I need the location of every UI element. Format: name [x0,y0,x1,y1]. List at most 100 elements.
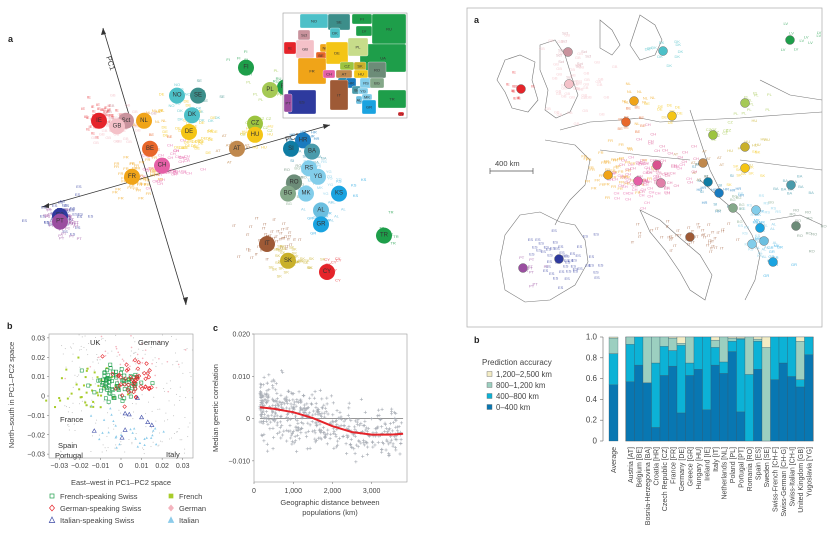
background-point [190,376,192,378]
individual-label: FR [139,160,144,165]
data-point [263,397,267,402]
individual-label: FR [150,170,155,175]
legend-swatch-icon [486,393,493,399]
background-point [79,366,81,368]
inset-region-ch: CH [322,69,336,79]
individual-label: DE [191,143,197,148]
individual-label: ES [546,264,552,269]
data-point [339,417,344,421]
population-center-label: CZ [251,121,259,127]
background-point [145,413,147,415]
data-point [352,447,356,451]
point-french [85,369,88,372]
population-center-dot [747,239,757,249]
data-point [389,438,393,442]
individual-label: CH [624,180,630,185]
point-german [184,349,187,351]
background-point [179,399,181,401]
individual-label: CH [646,170,652,175]
data-point [380,425,384,429]
individual-label: CH [691,143,697,148]
individual-label: CH [156,172,162,177]
individual-label: AT [691,160,696,165]
category-label: Swiss-German [CH-G] [781,447,788,517]
data-point [262,432,266,437]
population-center: FI [238,59,254,76]
data-point [342,419,346,423]
data-point [335,409,339,413]
individual-label: KS [744,224,750,229]
data-point [291,429,295,433]
individual-label: ES [77,214,83,219]
individual-label: GB [576,81,582,86]
individual-label: SK [284,270,290,275]
individual-label: PT [45,214,51,219]
data-point [296,421,300,426]
individual-label: ES [44,219,50,224]
point-german-speaking-swiss [134,374,139,379]
individual-label: FR [137,181,142,186]
individual-label: IT [264,232,268,237]
legend-item: 800–1,200 km [486,381,545,390]
individual-label: CH [152,179,158,184]
data-point [282,402,287,406]
individual-label: AT [706,156,711,161]
bar-segment [668,337,678,351]
individual-label: GB [99,132,105,137]
point-german-speaking-swiss [126,382,131,387]
point-italian [152,429,155,432]
individual-label: ES [593,270,599,275]
individual-label: IT [711,230,715,235]
individual-label: ES [88,214,94,219]
individual-label: FR [595,178,600,183]
individual-label: BA [808,190,814,195]
individual-label: Sct [558,48,565,53]
data-point [346,413,350,417]
data-point [388,421,393,426]
individual-label: BG [730,197,736,202]
data-point [334,418,339,423]
background-point [62,353,64,355]
bar-segment [795,386,805,442]
population-center-dot [740,163,750,173]
data-point [293,434,297,439]
individual-label: FR [625,168,630,173]
point-italian [162,430,165,433]
individual-label: CH [664,186,670,191]
individual-label: CH [660,158,666,163]
background-point [170,451,172,453]
individual-label: NL [152,108,158,113]
individual-label: IT [288,230,292,235]
population-center-dot [652,160,662,170]
individual-label: CH [175,154,181,159]
population-center-dot [262,82,278,98]
individual-label: PT [74,219,80,224]
individual-label: AL [763,223,769,228]
individual-label: IT [721,229,725,234]
individual-label: CH [614,196,620,201]
individual-label: ES [559,269,565,274]
individual-label: YG [323,191,329,196]
point-italian-speaking-swiss [91,428,97,433]
individual-label: IT [285,244,289,249]
background-point [104,447,106,449]
data-point [310,393,314,397]
individual-label: CH [643,170,649,175]
inset-region-sk: SK [353,61,367,71]
point-french [70,392,73,395]
population-center-dot [247,126,263,143]
data-point [341,434,345,438]
individual-label: GB [576,78,582,83]
bar-segment [787,336,797,377]
population-center-dot [714,188,724,198]
data-point [293,400,297,404]
individual-label: DK [675,54,681,59]
individual-label: CH [636,160,642,165]
bar-segment [719,373,729,442]
individual-label: GR [313,215,319,220]
background-point [137,358,139,360]
bar-country [761,336,771,442]
data-point [388,440,392,445]
individual-label: MK [753,220,759,225]
x-tick-label: −0.02 [71,463,89,470]
